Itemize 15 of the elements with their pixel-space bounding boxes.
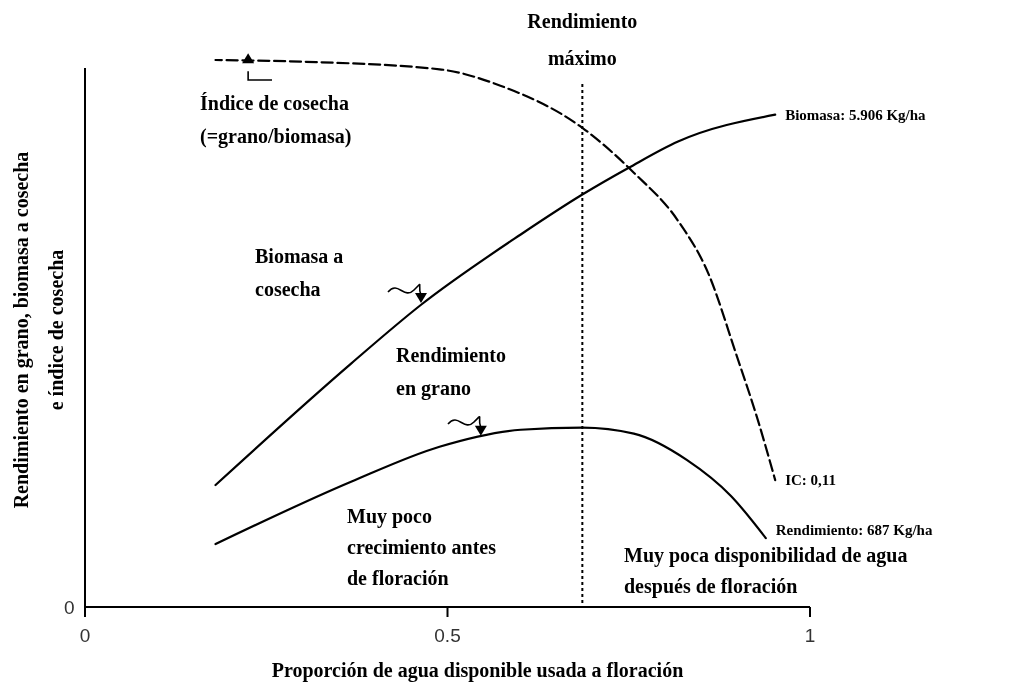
x-tick-label: 0 — [79, 625, 91, 646]
series-label: IC: 0,11 — [785, 472, 837, 489]
annotation: Rendimiento en grano — [396, 344, 506, 400]
x-tick-label: 1 — [804, 625, 816, 646]
annotation: Biomasa a cosecha — [255, 245, 344, 300]
text: 0 — [64, 597, 75, 618]
series-label: Biomasa: 5.906 Kg/ha — [785, 106, 927, 123]
annotation: Muy poco crecimiento antes de floración — [347, 505, 497, 589]
x-tick-label: 0.5 — [434, 625, 461, 646]
ref-line-label: Rendimiento máximo — [527, 10, 638, 69]
x-axis-title: Proporción de agua disponible usada a floración — [271, 659, 684, 682]
y-axis-title: Rendimiento en grano, biomasa a cosecha e índice de cosecha — [10, 151, 67, 509]
series-label: Rendimiento: 687 Kg/ha — [775, 522, 933, 539]
annotation: Índice de cosecha (=grano/biomasa) — [200, 92, 352, 148]
annotation: Muy poca disponibilidad de agua después de floración — [624, 544, 908, 598]
